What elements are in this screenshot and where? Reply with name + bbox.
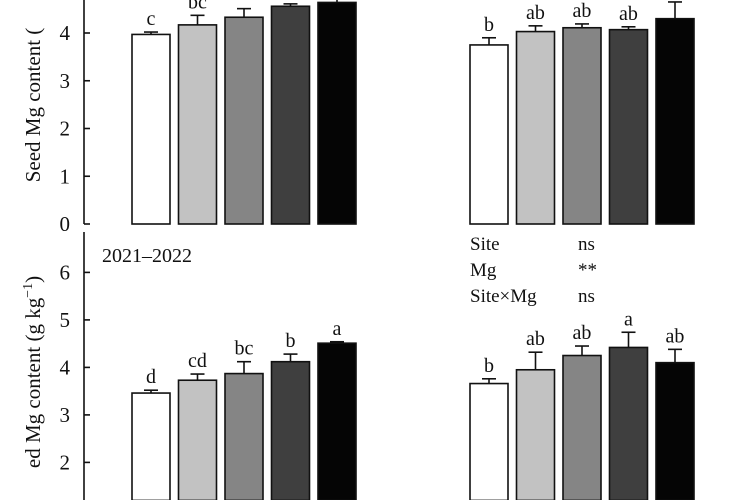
bar bbox=[177, 379, 218, 500]
bar bbox=[270, 360, 311, 500]
y-axis-label-superscript: −1 bbox=[21, 283, 36, 298]
significance-letter: ab bbox=[573, 0, 592, 22]
bar bbox=[131, 33, 171, 225]
y-tick-label: 4 bbox=[60, 355, 71, 379]
bar bbox=[224, 372, 264, 500]
y-tick-label: 2 bbox=[60, 117, 71, 141]
significance-letter: ab bbox=[619, 3, 638, 25]
significance-letter: a bbox=[624, 308, 633, 330]
bar bbox=[562, 26, 602, 225]
y-tick-label: 0 bbox=[60, 212, 71, 236]
bar bbox=[608, 28, 649, 225]
bar bbox=[469, 44, 509, 225]
y-axis-label-text: ed Mg content (g kg bbox=[21, 297, 45, 468]
stat-value: ns bbox=[578, 286, 595, 307]
significance-letter: ab bbox=[526, 2, 545, 24]
stat-value: ** bbox=[578, 260, 597, 281]
panel-top: 0 1 2 3 4 Seed Mg content ( c bc b ab ab ab bbox=[21, 0, 695, 236]
stat-label: Site bbox=[470, 234, 500, 255]
significance-letter: a bbox=[333, 318, 342, 340]
stat-label: Site×Mg bbox=[470, 286, 537, 307]
bar bbox=[515, 368, 556, 500]
bar bbox=[224, 16, 264, 225]
bar bbox=[131, 392, 171, 500]
panel-title: 2021–2022 bbox=[102, 245, 192, 267]
bar bbox=[562, 354, 602, 500]
significance-letter: c bbox=[147, 8, 156, 30]
significance-letter: b bbox=[286, 330, 296, 352]
panel-bottom: 2 3 4 5 6 ed Mg content (g kg−1) 2021–2022 d cd b… bbox=[21, 232, 695, 500]
y-tick-label: 3 bbox=[60, 403, 71, 427]
bar bbox=[317, 342, 357, 500]
y-axis-label-text: Seed Mg content ( bbox=[21, 28, 45, 183]
y-tick-label: 2 bbox=[60, 450, 71, 474]
y-tick-label: 4 bbox=[60, 21, 71, 45]
bar bbox=[655, 361, 695, 500]
y-tick-label: 5 bbox=[60, 308, 71, 332]
bar bbox=[515, 30, 556, 225]
significance-letter: b bbox=[484, 14, 494, 36]
y-tick-label: 6 bbox=[60, 260, 71, 284]
y-axis-label: ed Mg content (g kg−1) bbox=[21, 276, 45, 468]
stat-value: ns bbox=[578, 234, 595, 255]
significance-letter: bc bbox=[235, 338, 254, 360]
significance-letter: b bbox=[484, 355, 494, 377]
y-tick-label: 1 bbox=[60, 164, 71, 188]
bar bbox=[608, 346, 649, 500]
significance-letter: d bbox=[146, 366, 156, 388]
y-axis-label: Seed Mg content ( bbox=[21, 28, 45, 183]
bar bbox=[655, 17, 695, 225]
bar bbox=[177, 24, 218, 225]
bar bbox=[317, 1, 357, 225]
significance-letter: ab bbox=[526, 328, 545, 350]
significance-letter: ab bbox=[573, 322, 592, 344]
significance-letter: bc bbox=[188, 0, 207, 13]
y-axis-label-close: ) bbox=[21, 276, 45, 283]
bar bbox=[270, 5, 311, 225]
bar bbox=[469, 382, 509, 500]
stat-label: Mg bbox=[470, 260, 497, 281]
significance-letter: ab bbox=[666, 325, 685, 347]
significance-letter: cd bbox=[188, 350, 207, 372]
y-tick-label: 3 bbox=[60, 69, 71, 93]
